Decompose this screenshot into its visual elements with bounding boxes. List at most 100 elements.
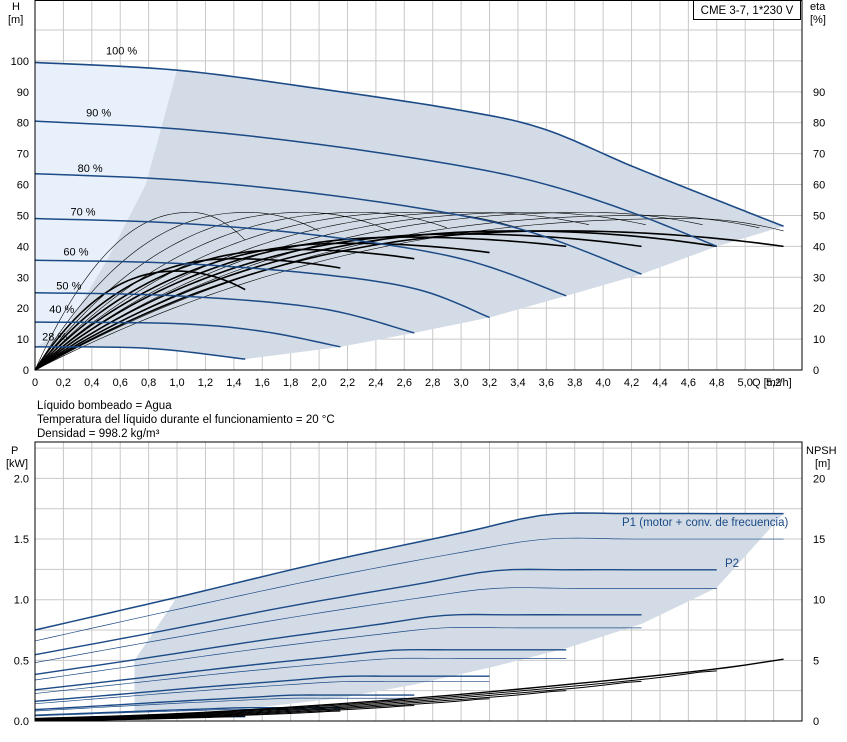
eta-y-tick-label: 80 xyxy=(813,118,825,130)
head-y-tick-label: 70 xyxy=(17,149,29,161)
npsh-axis-label: NPSH xyxy=(806,445,837,457)
head-y-tick-label: 60 xyxy=(17,180,29,192)
head-x-tick-label: 4,4 xyxy=(652,377,667,389)
head-y-tick-label: 20 xyxy=(17,303,29,315)
efficiency-curve-bold xyxy=(34,230,784,371)
power-chart: 0.0 0.5 1.0 1.5 2.0 0 5 10 15 20 xyxy=(14,441,825,728)
eta-y-tick-label: 90 xyxy=(813,87,825,99)
speed-label: 40 % xyxy=(49,304,74,316)
power-curve-p2 xyxy=(34,587,717,663)
speed-label: 100 % xyxy=(106,46,137,58)
head-operating-area xyxy=(35,62,784,360)
eta-y-tick-label: 10 xyxy=(813,334,825,346)
head-x-tick-label: 1,4 xyxy=(226,377,241,389)
eta-axis-label: eta xyxy=(810,1,826,13)
power-curve-p2 xyxy=(34,657,567,694)
head-curve xyxy=(34,259,490,319)
npsh-y-tick-label: 0 xyxy=(813,716,819,728)
power-curve-p2 xyxy=(34,537,784,642)
power-plot-frame xyxy=(34,441,803,722)
npsh-curve xyxy=(34,715,246,722)
efficiency-curve-bold xyxy=(34,242,490,371)
head-y-tick-label: 30 xyxy=(17,272,29,284)
head-x-tick-label: 0 xyxy=(32,377,38,389)
head-curve xyxy=(34,346,246,360)
npsh-axis-label-unit: [m] xyxy=(815,458,830,470)
head-x-tick-label: 4,0 xyxy=(595,377,610,389)
head-y-tick-label: 90 xyxy=(17,87,29,99)
power-axis-label-unit: [kW] xyxy=(6,458,28,470)
model-label: CME 3-7, 1*230 V xyxy=(693,0,801,20)
head-x-tick-label: 0,2 xyxy=(56,377,71,389)
head-x-tick-label: 2,6 xyxy=(397,377,412,389)
head-curve xyxy=(34,172,642,275)
head-y-tick-label: 10 xyxy=(17,334,29,346)
head-x-tick-label: 1,0 xyxy=(169,377,184,389)
efficiency-curve-bold xyxy=(34,236,567,371)
speed-label: 70 % xyxy=(71,206,96,218)
npsh-y-tick-label: 20 xyxy=(813,473,825,485)
power-curve-p2 xyxy=(34,681,490,705)
head-axis-label-h: H xyxy=(12,1,20,13)
npsh-curve xyxy=(34,690,567,721)
efficiency-curve-bold xyxy=(34,233,642,371)
speed-label: 60 % xyxy=(63,247,88,259)
npsh-y-tick-label: 15 xyxy=(813,534,825,546)
efficiency-curve xyxy=(34,218,784,371)
npsh-curve xyxy=(34,670,717,720)
head-x-tick-label: 1,8 xyxy=(283,377,298,389)
npsh-y-tick-label: 5 xyxy=(813,655,819,667)
head-x-tick-label: 3,6 xyxy=(539,377,554,389)
head-curve xyxy=(34,217,567,297)
eta-y-tick-label: 40 xyxy=(813,241,825,253)
head-y-tick-label: 0 xyxy=(23,365,29,377)
speed-label: 50 % xyxy=(56,281,81,293)
head-curve xyxy=(34,61,784,228)
info-temperature: Temperatura del líquido durante el funci… xyxy=(37,414,335,426)
head-x-tick-label: 0,6 xyxy=(113,377,128,389)
power-y-tick-label: 1.0 xyxy=(14,595,29,607)
head-plot-frame xyxy=(34,0,803,371)
head-x-tick-label: 3,4 xyxy=(510,377,525,389)
p2-annotation: P2 xyxy=(725,558,739,570)
efficiency-curve xyxy=(34,212,391,371)
head-x-tick-label: 3,2 xyxy=(482,377,497,389)
head-y-tick-label: 100 xyxy=(11,56,29,68)
power-curve-p1 xyxy=(34,613,642,676)
speed-label: 90 % xyxy=(86,108,111,120)
efficiency-curve xyxy=(34,212,448,371)
speed-label: 80 % xyxy=(78,163,103,175)
head-x-tick-label: 4,6 xyxy=(681,377,696,389)
efficiency-curve-bold xyxy=(34,248,415,371)
head-y-tick-label: 50 xyxy=(17,210,29,222)
head-x-tick-label: 5,2 xyxy=(766,377,781,389)
power-y-tick-label: 1.5 xyxy=(14,534,29,546)
power-curve-p2 xyxy=(34,627,642,681)
power-y-tick-label: 2.0 xyxy=(14,473,29,485)
head-chart: 0 0,2 0,4 0,6 0,8 1,0 1,2 1,4 1,6 1,8 2,0 2,2 2,4 2,6… xyxy=(11,0,825,389)
eta-y-tick-label: 20 xyxy=(813,303,825,315)
info-liquid: Líquido bombeado = Agua xyxy=(37,400,172,412)
head-curve xyxy=(34,291,415,334)
head-x-tick-label: 2,4 xyxy=(368,377,383,389)
head-x-tick-label: 5,0 xyxy=(738,377,753,389)
efficiency-curve-bold xyxy=(34,270,246,371)
power-y-tick-label: 0.5 xyxy=(14,655,29,667)
head-x-tick-label: 3,0 xyxy=(453,377,468,389)
speed-label: 28 % xyxy=(42,332,67,344)
head-x-tick-label: 4,2 xyxy=(624,377,639,389)
power-axis-label-p: P xyxy=(11,445,18,457)
efficiency-curve xyxy=(34,212,646,371)
npsh-curve xyxy=(34,658,784,720)
eta-y-tick-label: 70 xyxy=(813,149,825,161)
head-x-tick-label: 1,6 xyxy=(255,377,270,389)
power-curve-p1 xyxy=(34,512,784,631)
power-curve-p1 xyxy=(34,648,567,691)
head-curve xyxy=(34,120,718,248)
p1-annotation: P1 (motor + conv. de frecuencia) xyxy=(622,517,788,529)
head-light-area xyxy=(35,62,178,347)
head-x-tick-label: 2,2 xyxy=(340,377,355,389)
eta-axis-label-unit: [%] xyxy=(810,14,826,26)
power-curve-p1 xyxy=(34,568,717,656)
